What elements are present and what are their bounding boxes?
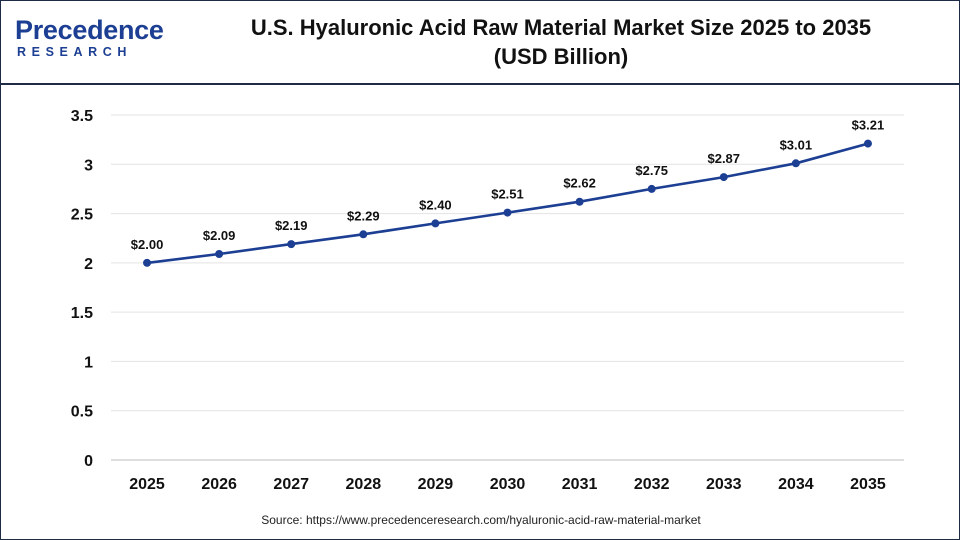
data-labels: $2.00 $2.09 $2.19 $2.29 $2.40 $2.51 $2.62 $2.75…: [131, 118, 884, 252]
data-point: [791, 159, 800, 168]
y-tick-label: 2.5: [71, 207, 93, 224]
data-label: $2.09: [203, 228, 236, 243]
data-point: [215, 249, 224, 258]
data-point: [719, 173, 728, 182]
y-tick-label: 3.5: [71, 108, 93, 125]
x-tick-label: 2032: [634, 476, 670, 493]
x-tick-label: 2025: [129, 476, 165, 493]
x-tick-label: 2031: [562, 476, 598, 493]
y-axis-ticks: 0 0.5 1 1.5 2 2.5 3 3.5: [71, 108, 93, 470]
x-tick-label: 2027: [273, 476, 309, 493]
x-tick-label: 2028: [346, 476, 382, 493]
brand-name-top: Precedence: [15, 15, 164, 45]
data-points: [143, 139, 872, 267]
y-tick-label: 2: [84, 256, 93, 273]
data-point: [863, 139, 872, 148]
data-label: $2.29: [347, 208, 380, 223]
data-point: [647, 184, 656, 193]
y-tick-label: 1.5: [71, 305, 93, 322]
data-point: [575, 197, 584, 206]
series-line: [146, 142, 869, 265]
x-tick-label: 2034: [778, 476, 814, 493]
x-tick-label: 2033: [706, 476, 742, 493]
data-label: $2.87: [707, 151, 740, 166]
data-point: [431, 219, 440, 228]
chart-title-line1: U.S. Hyaluronic Acid Raw Material Market…: [250, 15, 872, 40]
x-tick-label: 2029: [418, 476, 454, 493]
brand-logo: Precedence RESEARCH: [15, 15, 165, 67]
y-tick-label: 3: [84, 157, 93, 174]
data-point: [359, 230, 368, 239]
y-tick-label: 0.5: [71, 404, 93, 421]
header: Precedence RESEARCH U.S. Hyaluronic Acid…: [1, 1, 959, 85]
data-point: [287, 240, 296, 249]
data-label: $3.01: [780, 137, 813, 152]
data-label: $2.40: [419, 197, 452, 212]
x-axis-ticks: 2025 2026 2027 2028 2029 2030 2031 2032 2033 2034…: [129, 476, 886, 493]
x-tick-label: 2026: [201, 476, 237, 493]
y-tick-label: 1: [84, 354, 93, 371]
data-label: $3.21: [852, 118, 885, 133]
brand-name-bottom: RESEARCH: [17, 45, 132, 59]
line-chart: 0 0.5 1 1.5 2 2.5 3 3.5 2025 2026 2027 2028 2029 203…: [71, 108, 904, 493]
data-label: $2.51: [491, 187, 524, 202]
data-point: [503, 208, 512, 217]
x-tick-label: 2035: [850, 476, 886, 493]
grid-lines: [111, 114, 904, 461]
chart-title-line2: (USD Billion): [493, 44, 629, 69]
chart-title: U.S. Hyaluronic Acid Raw Material Market…: [191, 13, 931, 71]
source-note: Source: https://www.precedenceresearch.c…: [261, 513, 701, 527]
data-label: $2.75: [635, 163, 668, 178]
data-label: $2.00: [131, 237, 164, 252]
y-tick-label: 0: [84, 453, 93, 470]
data-label: $2.19: [275, 218, 308, 233]
x-tick-label: 2030: [490, 476, 526, 493]
data-point: [143, 258, 152, 267]
data-label: $2.62: [563, 176, 596, 191]
